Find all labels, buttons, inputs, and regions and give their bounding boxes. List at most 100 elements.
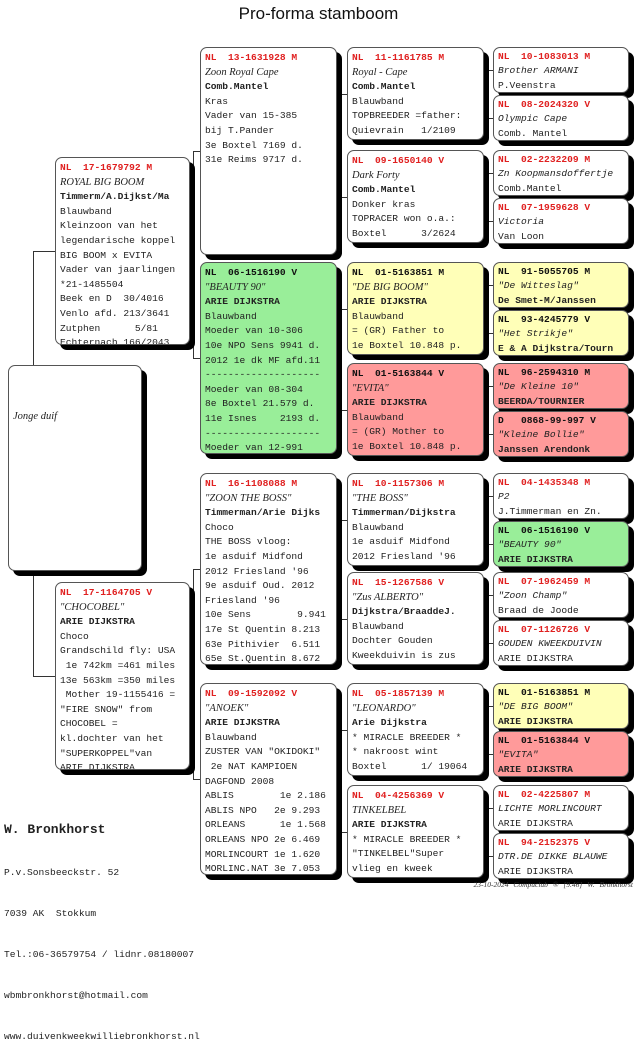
ring-number: NL 01-5163851 M: [352, 267, 445, 278]
connector-line: [488, 808, 493, 809]
pedigree-box-sssd[interactable]: NL 08-2024320 V Olympic Cape Comb. Mantel: [493, 95, 629, 141]
owner: ARIE DIJKSTRA: [498, 715, 573, 727]
pedigree-box-dsdd[interactable]: NL 07-1126726 V GOUDEN KWEEKDUIVIN ARIE DI…: [493, 620, 629, 666]
note: 10e Sens 9.941: [205, 609, 326, 621]
pedigree-box-ddd[interactable]: NL 04-4256369 V TINKELBEL ARIE DIJKSTRA * M…: [347, 785, 484, 878]
connector-line: [488, 173, 489, 221]
owner: E & A Dijkstra/Tourn: [498, 342, 614, 354]
owner: De Smet-M/Janssen: [498, 294, 596, 306]
pedigree-box-ssd[interactable]: NL 09-1650140 V Dark Forty Comb.Mantel Donk…: [347, 150, 484, 243]
pedigree-box-sdd[interactable]: NL 01-5163844 V "EVITA" ARIE DIJKSTRA Blauw…: [347, 363, 484, 456]
pedigree-box-dd[interactable]: NL 09-1592092 V "ANOEK" ARIE DIJKSTRA Blauw…: [200, 683, 337, 875]
breeder-phone: Tel.:06-36579754 / lidnr.08180007: [4, 948, 194, 960]
connector-line: [340, 831, 347, 833]
note: = (GR) Father to: [352, 325, 445, 337]
note: ORLEANS 1e 1.568: [205, 819, 326, 831]
connector-line: [488, 386, 493, 387]
pedigree-box-ssdd[interactable]: NL 07-1959628 V Victoria Van Loon: [493, 198, 629, 244]
ring-number: D 0868-99-997 V: [498, 415, 596, 426]
owner: ARIE DIJKSTRA: [498, 817, 573, 829]
breeder-address: P.v.Sonsbeeckstr. 52: [4, 867, 120, 879]
owner: ARIE DIJKSTRA: [498, 763, 573, 775]
owner: Arie Dijkstra: [352, 717, 427, 729]
ring-number: NL 04-1435348 M: [498, 477, 591, 488]
breeder-email[interactable]: wbmbronkhorst@hotmail.com: [4, 989, 148, 1001]
subject-label: Jonge duif: [13, 411, 58, 423]
note: 2012 Friesland '96: [352, 550, 456, 562]
connector-line: [337, 358, 340, 359]
note: Vader van 15-385: [205, 110, 298, 122]
pedigree-box-ddss[interactable]: NL 01-5163851 M "DE BIG BOOM" ARIE DIJKSTR…: [493, 683, 629, 729]
pigeon-name: "ZOON THE BOSS": [205, 492, 292, 504]
connector-line: [488, 118, 493, 119]
pigeon-name: "EVITA": [352, 382, 389, 394]
pedigree-box-dds[interactable]: NL 05-1857139 M "LEONARDO" Arie Dijkstra * …: [347, 683, 484, 776]
ring-number: NL 09-1650140 V: [352, 155, 445, 166]
owner: ARIE DIJKSTRA: [498, 865, 573, 877]
note: 2e NAT KAMPIOEN: [205, 760, 298, 772]
pedigree-box-sdds[interactable]: NL 96-2594310 M "De Kleine 10" BEERDA/TOUR…: [493, 363, 629, 409]
pigeon-name: ROYAL BIG BOOM: [60, 176, 145, 188]
ring-number: NL 06-1516190 V: [498, 525, 591, 536]
pedigree-box-sds[interactable]: NL 01-5163851 M "DE BIG BOOM" ARIE DIJKSTR…: [347, 262, 484, 355]
connector-line: [337, 151, 340, 152]
connector-line: [484, 93, 488, 95]
note: Moeder van 10-306: [205, 325, 303, 337]
note: Moeder van 12-991: [205, 442, 303, 454]
owner: ARIE DIJKSTRA: [60, 616, 135, 628]
pedigree-box-ssds[interactable]: NL 02-2232209 M Zn Koopmansdoffertje Comb.…: [493, 150, 629, 196]
note: Blauwband: [352, 95, 404, 107]
owner: Comb.Mantel: [352, 81, 416, 93]
connector-line: [488, 285, 489, 333]
owner: ARIE DIJKSTRA: [498, 652, 573, 664]
pedigree-box-dsds[interactable]: NL 07-1962459 M "Zoon Champ" Braad de Jood…: [493, 572, 629, 618]
note: Blauwband: [205, 310, 257, 322]
ring-number: NL 01-5163851 M: [498, 687, 591, 698]
pedigree-box-dssd[interactable]: NL 06-1516190 V "BEAUTY 90" ARIE DIJKSTRA: [493, 521, 629, 567]
pedigree-box-ddsd[interactable]: NL 01-5163844 V "EVITA" ARIE DIJKSTRA: [493, 731, 629, 777]
connector-line: [193, 151, 194, 358]
note: = (GR) Mother to: [352, 426, 445, 438]
pedigree-box-dam[interactable]: NL 17-1164705 V "CHOCOBEL" ARIE DIJKSTRA Ch…: [55, 582, 190, 770]
pedigree-box-ds[interactable]: NL 16-1108088 M "ZOON THE BOSS" Timmerman/…: [200, 473, 337, 665]
pedigree-box-sire[interactable]: NL 17-1679792 M ROYAL BIG BOOM Timmerm/A.D…: [55, 157, 190, 345]
connector-line: [484, 308, 488, 310]
subject-box[interactable]: Jonge duif: [8, 365, 142, 571]
note: Moeder van 08-304: [205, 383, 303, 395]
pedigree-box-ssss[interactable]: NL 10-1083013 M Brother ARMANI P.Veenstra: [493, 47, 629, 93]
note: 9e asduif Oud. 2012: [205, 580, 315, 592]
ring-number: NL 10-1157306 M: [352, 478, 445, 489]
note: Kweekduivin is zus: [352, 649, 456, 661]
pigeon-name: "ANOEK": [205, 702, 249, 714]
pedigree-box-sdsd[interactable]: NL 93-4245779 V "Het Strikje" E & A Dijkst…: [493, 310, 629, 356]
pedigree-box-sss[interactable]: NL 11-1161785 M Royal - Cape Comb.Mantel Bl…: [347, 47, 484, 140]
pedigree-box-dsss[interactable]: NL 04-1435348 M P2 J.Timmerman en Zn.: [493, 473, 629, 519]
pedigree-box-sd[interactable]: NL 06-1516190 V "BEAUTY 90" ARIE DIJKSTRA B…: [200, 262, 337, 454]
pedigree-box-ddds[interactable]: NL 02-4225807 M LICHTE MORLINCOURT ARIE DI…: [493, 785, 629, 831]
connector-line: [488, 706, 493, 707]
pedigree-box-dss[interactable]: NL 10-1157306 M "THE BOSS" Timmerman/Dijks…: [347, 473, 484, 566]
ring-number: NL 94-2152375 V: [498, 837, 591, 848]
pedigree-box-sdss[interactable]: NL 91-5055705 M "De Witteslag" De Smet-M/J…: [493, 262, 629, 308]
connector-line: [488, 808, 489, 856]
owner: BEERDA/TOURNIER: [498, 395, 585, 407]
pedigree-box-dddd[interactable]: NL 94-2152375 V DTR.DE DIKKE BLAUWE ARIE D…: [493, 833, 629, 879]
pedigree-box-sddd[interactable]: D 0868-99-997 V "Kleine Bollie" Janssen Ar…: [493, 411, 629, 457]
pigeon-name: "De Kleine 10": [498, 381, 579, 393]
breeder-website[interactable]: www.duivenkweekwilliebronkhorst.nl: [4, 1030, 200, 1042]
pedigree-box-ss[interactable]: NL 13-1631928 M Zoon Royal Cape Comb.Mante…: [200, 47, 337, 255]
note: Quievrain 1/2109: [352, 124, 456, 136]
note: Kleinzoon van het: [60, 220, 158, 232]
note: 2012 Friesland '96: [205, 565, 309, 577]
pigeon-name: GOUDEN KWEEKDUIVIN: [498, 638, 602, 650]
pigeon-name: "Kleine Bollie": [498, 429, 585, 441]
ring-number: NL 05-1857139 M: [352, 688, 445, 699]
owner: Timmerm/A.Dijkst/Ma: [60, 191, 170, 203]
note: DAGFOND 2008: [205, 775, 275, 787]
footer-date: 23-10-2024: [473, 880, 509, 889]
connector-line: [488, 595, 489, 643]
pigeon-name: "THE BOSS": [352, 492, 408, 504]
ring-number: NL 16-1108088 M: [205, 478, 298, 489]
pigeon-name: "BEAUTY 90": [205, 281, 266, 293]
pedigree-box-dsd[interactable]: NL 15-1267586 V "Zus ALBERTO" Dijkstra/Bra…: [347, 572, 484, 665]
